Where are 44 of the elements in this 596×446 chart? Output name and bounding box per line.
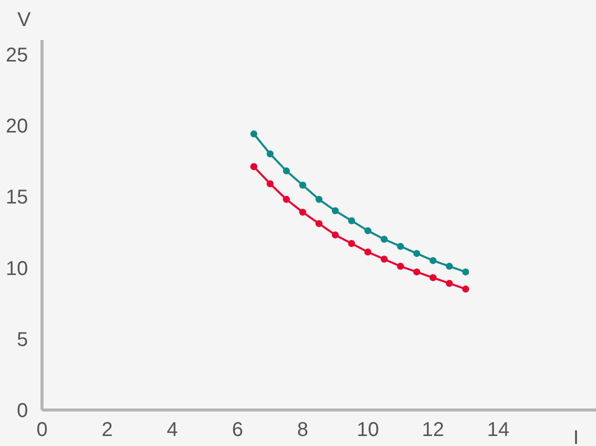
point (364, 227, 372, 234)
point (250, 163, 258, 170)
point (430, 274, 437, 282)
point (282, 167, 290, 174)
y-tick-label: 10 (6, 258, 28, 280)
y-tick-label: 20 (6, 115, 28, 138)
point (462, 268, 470, 276)
y-tick-label: 25 (6, 44, 28, 66)
y-tick-label: 5 (16, 328, 28, 351)
point (266, 150, 274, 158)
point (316, 220, 322, 228)
x-tick-label: 4 (166, 419, 178, 442)
point (348, 217, 356, 224)
x-tick-label: 12 (422, 419, 444, 442)
point (413, 250, 420, 257)
point (380, 236, 388, 243)
point (348, 240, 356, 247)
point (413, 268, 420, 276)
point (380, 256, 388, 263)
point (332, 207, 339, 214)
point (299, 182, 306, 189)
point (282, 196, 290, 203)
point (396, 242, 404, 250)
point (446, 262, 453, 270)
y-axis-title: V (17, 9, 32, 31)
point (316, 196, 322, 203)
x-tick-label: 8 (297, 419, 308, 442)
y-tick-label: 15 (6, 186, 28, 209)
point (396, 262, 404, 270)
x-tick-label: 10 (356, 419, 380, 442)
point (332, 231, 339, 238)
x-tick-label: 14 (487, 419, 510, 442)
x-tick-label: 0 (36, 419, 48, 442)
point (462, 286, 470, 293)
x-tick-label: 2 (102, 419, 113, 442)
x-tick-label: 6 (232, 419, 244, 442)
point (250, 130, 258, 138)
point (430, 257, 437, 264)
point (446, 280, 453, 287)
point (266, 180, 274, 188)
y-tick-label: 0 (16, 400, 28, 422)
point (364, 248, 372, 256)
x-axis-title: I (573, 427, 579, 446)
point (299, 208, 306, 216)
